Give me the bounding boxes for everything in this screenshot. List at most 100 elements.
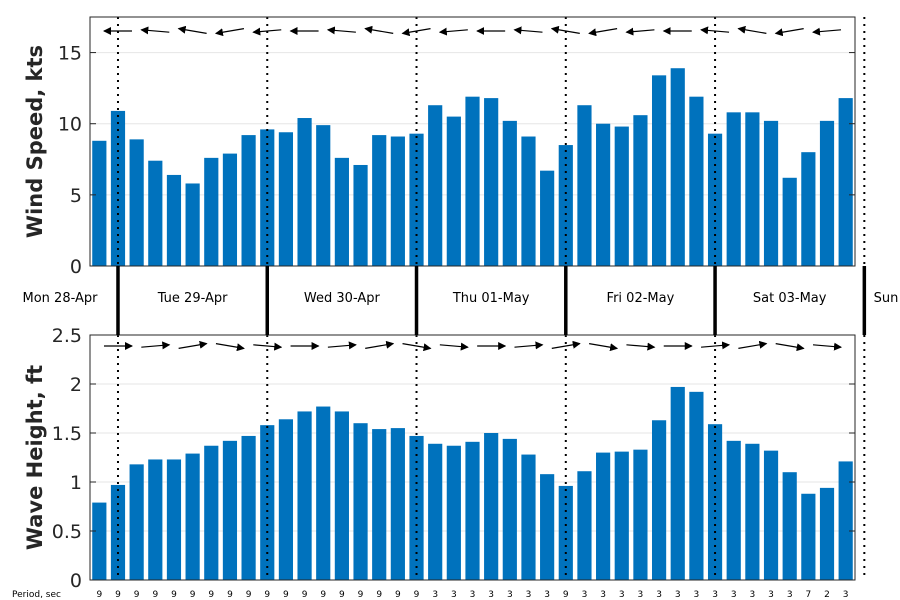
wave-bar: [334, 411, 349, 580]
wave-ytick-label: 1: [70, 472, 82, 494]
wind-direction-arrow: [140, 26, 170, 35]
wave-direction-arrow: [141, 341, 171, 350]
period-value: 9: [376, 590, 382, 600]
period-value: 9: [414, 590, 420, 600]
wave-bar: [577, 471, 592, 580]
wind-direction-arrow: [700, 26, 730, 35]
wave-ytick-label: 1.5: [52, 423, 82, 445]
wave-bar: [651, 420, 667, 580]
wave-bar: [540, 474, 555, 580]
wind-bar: [334, 157, 349, 266]
wave-bar: [390, 428, 405, 580]
wind-bar: [614, 126, 629, 266]
wind-direction-arrow: [438, 27, 468, 36]
period-value: 3: [582, 590, 588, 600]
wave-bar: [297, 411, 312, 580]
wave-bar: [763, 450, 779, 580]
wind-bar: [633, 115, 648, 266]
period-value: 3: [432, 590, 438, 600]
wave-direction-arrow: [178, 340, 208, 349]
wind-bar: [819, 120, 835, 267]
wind-bar: [502, 120, 517, 267]
period-value: 3: [787, 590, 793, 600]
wind-bar: [129, 139, 144, 266]
wind-bar: [148, 160, 163, 266]
wind-ytick-label: 5: [70, 185, 82, 207]
wind-bar: [745, 112, 760, 267]
wave-direction-arrow: [812, 342, 843, 351]
wind-bar: [577, 105, 592, 267]
wave-bar: [148, 459, 163, 580]
wind-bar: [278, 132, 294, 266]
wave-bar: [353, 423, 368, 580]
wave-bar: [502, 438, 517, 580]
wave-bar: [689, 391, 704, 580]
wind-bar: [204, 157, 219, 266]
day-label: Fri 02-May: [607, 291, 675, 306]
wind-bar: [260, 129, 275, 266]
period-value: 3: [656, 590, 662, 600]
period-value: 9: [264, 590, 270, 600]
wind-bar: [558, 145, 573, 266]
wind-direction-arrow: [625, 27, 655, 36]
period-value: 2: [824, 590, 830, 600]
wave-bar: [316, 406, 331, 580]
wave-ylabel: Wave Height, ft: [23, 365, 47, 550]
wave-bar: [372, 429, 387, 580]
period-value: 3: [470, 590, 476, 600]
period-value: 9: [395, 590, 401, 600]
wave-bar: [726, 440, 741, 580]
wind-bar: [763, 120, 779, 267]
wave-direction-arrow: [551, 340, 581, 349]
wave-bar: [670, 386, 685, 580]
wind-direction-arrow: [252, 27, 282, 36]
day-label: Tue 29-Apr: [157, 291, 228, 306]
wave-bar: [222, 440, 238, 580]
wave-direction-arrow: [439, 342, 469, 351]
day-label: Thu 01-May: [452, 291, 530, 306]
period-value: 3: [507, 590, 513, 600]
period-value: 9: [320, 590, 326, 600]
wave-direction-arrow: [327, 341, 357, 350]
wave-direction-arrow: [215, 343, 245, 352]
period-value: 9: [208, 590, 214, 600]
period-value: 3: [544, 590, 550, 600]
wind-direction-arrow: [774, 28, 804, 37]
day-label: Sun: [874, 291, 899, 306]
wind-bar: [689, 96, 704, 267]
period-value: 9: [358, 590, 364, 600]
wave-bar: [446, 445, 461, 580]
day-label: Sat 03-May: [753, 291, 827, 306]
period-value: 7: [805, 590, 811, 600]
wave-bar: [278, 419, 294, 580]
wave-axes-box: [89, 334, 856, 581]
period-value: 3: [731, 590, 737, 600]
wave-bar: [838, 461, 853, 580]
wind-axes-box: [89, 16, 856, 267]
wave-bar: [428, 443, 443, 580]
wind-direction-arrow: [588, 28, 618, 37]
wind-bar: [353, 164, 368, 266]
wind-ylabel: Wind Speed, kts: [23, 45, 47, 238]
period-value: 9: [134, 590, 140, 600]
period-value: 9: [339, 590, 345, 600]
wave-bar: [92, 502, 107, 580]
period-value: 3: [638, 590, 644, 600]
wave-bar: [521, 454, 536, 580]
wind-bar: [484, 98, 499, 266]
wind-bar: [540, 170, 555, 266]
wave-bar: [596, 452, 611, 580]
wave-direction-arrow: [514, 341, 544, 350]
wave-direction-arrow: [775, 343, 805, 352]
period-value: 9: [246, 590, 252, 600]
wind-bar: [222, 153, 238, 266]
day-label: Mon 28-Apr: [23, 291, 99, 306]
wind-bar: [670, 68, 685, 266]
period-label: Period, sec: [12, 590, 61, 600]
period-value: 9: [563, 590, 569, 600]
period-value: 3: [451, 590, 457, 600]
wave-bar: [707, 424, 723, 580]
